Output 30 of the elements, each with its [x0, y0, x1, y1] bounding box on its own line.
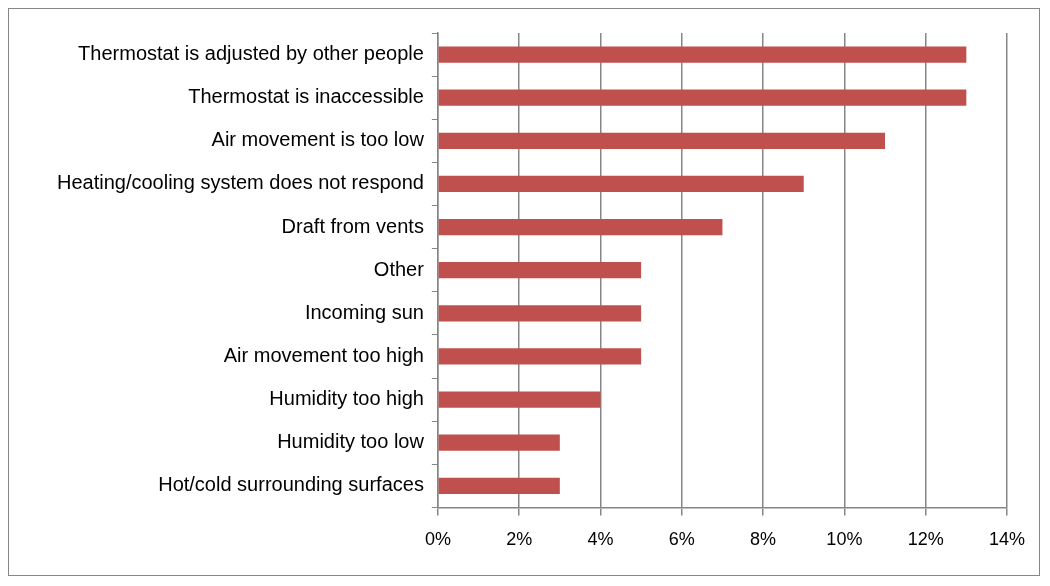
x-tick-label: 6% — [668, 529, 695, 550]
y-tick-label: Air movement too high — [223, 343, 424, 366]
bar — [438, 175, 804, 193]
y-tick-label: Draft from vents — [281, 214, 424, 237]
y-tick-label: Incoming sun — [304, 300, 424, 323]
x-tick-label: 14% — [988, 529, 1025, 550]
x-tick-label: 2% — [506, 529, 533, 550]
y-tick-label: Other — [373, 257, 425, 280]
y-tick-label: Humidity too low — [277, 430, 425, 453]
x-tick-label: 4% — [587, 529, 614, 550]
x-tick-label: 8% — [750, 529, 777, 550]
y-tick-label: Heating/cooling system does not respond — [56, 171, 424, 194]
bar — [438, 89, 967, 106]
bar — [438, 434, 560, 451]
bar — [438, 218, 723, 236]
y-tick-label: Air movement is too low — [211, 128, 425, 151]
y-tick-label: Hot/cold surrounding surfaces — [158, 473, 424, 496]
x-tick-label: 0% — [424, 529, 451, 550]
bar — [438, 391, 601, 408]
x-tick-label: 12% — [907, 529, 944, 550]
x-tick-label: 10% — [826, 529, 863, 550]
bar — [438, 132, 886, 149]
bar — [438, 348, 642, 365]
bar — [438, 262, 642, 279]
bar — [438, 305, 642, 322]
y-tick-label: Humidity too high — [269, 387, 424, 410]
y-tick-label: Thermostat is adjusted by other people — [78, 42, 424, 65]
bar — [438, 477, 560, 494]
y-tick-label: Thermostat is inaccessible — [188, 85, 424, 108]
bar — [438, 46, 967, 63]
